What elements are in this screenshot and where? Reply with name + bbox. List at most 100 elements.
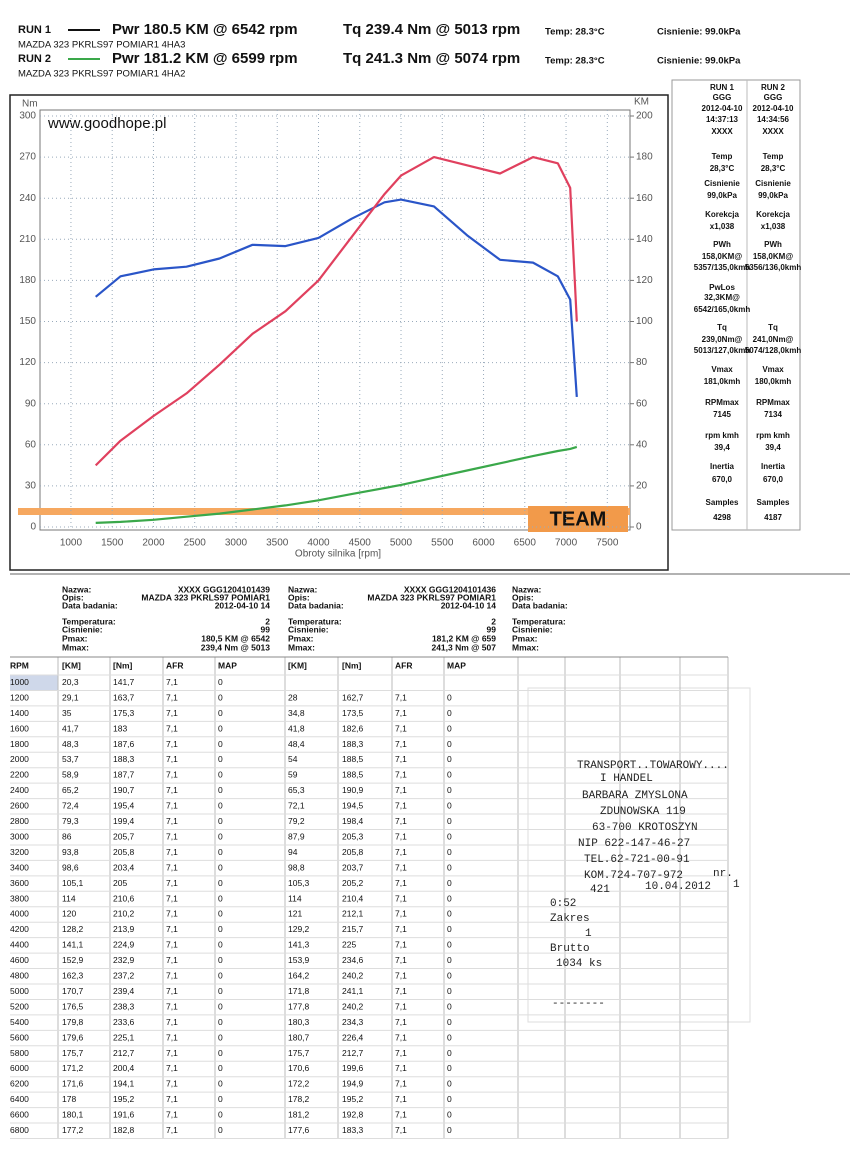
info-label: Nazwa: — [62, 584, 91, 594]
receipt-line: 10.04.2012 — [645, 881, 711, 893]
side-panel-value: 239,0Nm@ — [702, 335, 743, 344]
table-cell: 121 — [288, 909, 302, 919]
table-cell: 0 — [447, 862, 452, 872]
table-cell: 180,1 — [62, 1110, 84, 1120]
table-cell: 0 — [447, 1094, 452, 1104]
info-value: 180,5 KM @ 6542 — [201, 633, 270, 643]
table-cell: 4200 — [10, 924, 29, 934]
table-cell: 0 — [218, 816, 223, 826]
run-torque: Tq 239.4 Nm @ 5013 rpm — [343, 21, 520, 38]
y2-tick-label: 60 — [636, 398, 648, 409]
side-panel-value: Cisnienie — [755, 179, 791, 188]
side-panel-value: 670,0 — [763, 475, 784, 484]
table-cell: 0 — [218, 986, 223, 996]
table-cell: 234,6 — [342, 955, 364, 965]
table-cell: 0 — [218, 831, 223, 841]
info-label: Cisnienie: — [288, 624, 329, 634]
side-panel-value: 99,0kPa — [707, 191, 737, 200]
side-panel-value: 5013/127,0kmh — [694, 346, 751, 355]
y-tick-label: 270 — [19, 152, 36, 163]
receipt-line: TEL.62-721-00-91 — [584, 854, 690, 866]
table-cell: 48,3 — [62, 739, 79, 749]
side-panel-value: 2012-04-10 — [753, 104, 794, 113]
table-cell: 7,1 — [395, 955, 407, 965]
receipt-line: NIP 622-147-46-27 — [578, 838, 690, 850]
info-value: MAZDA 323 PKRLS97 POMIAR1 — [367, 592, 496, 602]
info-label: Pmax: — [62, 633, 88, 643]
table-first-cell — [10, 675, 58, 691]
table-cell: 79,2 — [288, 816, 305, 826]
x-tick-label: 2500 — [184, 538, 207, 549]
receipt-line: 1 — [733, 879, 740, 891]
table-cell: 1600 — [10, 723, 29, 733]
table-cell: 0 — [447, 1110, 452, 1120]
table-cell: 191,6 — [113, 1110, 135, 1120]
table-cell: 171,6 — [62, 1079, 84, 1089]
info-value: XXXX GGG1204101436 — [404, 584, 496, 594]
table-cell: 0 — [218, 1110, 223, 1120]
table-cell: 5000 — [10, 986, 29, 996]
table-cell: 0 — [447, 940, 452, 950]
table-cell: 7,1 — [166, 986, 178, 996]
side-panel-value: Samples — [757, 498, 790, 507]
table-cell: 179,6 — [62, 1032, 84, 1042]
info-label: Mmax: — [62, 642, 89, 652]
table-cell: 241,1 — [342, 986, 364, 996]
table-cell: 173,5 — [342, 708, 364, 718]
table-cell: 7,1 — [166, 909, 178, 919]
table-cell: 203,4 — [113, 862, 135, 872]
x-tick-label: 4500 — [349, 538, 372, 549]
table-cell: 34,8 — [288, 708, 305, 718]
table-cell: 7,1 — [166, 1110, 178, 1120]
table-cell: 181,2 — [288, 1110, 310, 1120]
receipt-line: I HANDEL — [600, 773, 653, 785]
table-cell: 0 — [218, 971, 223, 981]
table-cell: 0 — [447, 723, 452, 733]
table-cell: 0 — [218, 862, 223, 872]
side-panel-value: RUN 2 — [761, 83, 786, 92]
receipt-line: TRANSPORT..TOWAROWY.... — [577, 760, 729, 772]
table-cell: 180,3 — [288, 1017, 310, 1027]
info-value: 181,2 KM @ 659 — [432, 633, 496, 643]
info-label: Pmax: — [288, 633, 314, 643]
table-header: [KM] — [288, 660, 307, 670]
table-cell: 152,9 — [62, 955, 84, 965]
table-cell: 188,3 — [342, 739, 364, 749]
series-line — [94, 156, 578, 467]
table-cell: 172,2 — [288, 1079, 310, 1089]
x-tick-label: 3500 — [266, 538, 289, 549]
table-cell: 177,8 — [288, 1001, 310, 1011]
table-cell: 7,1 — [166, 955, 178, 965]
table-cell: 183 — [113, 723, 127, 733]
table-cell: 0 — [218, 1125, 223, 1135]
table-cell: 6200 — [10, 1079, 29, 1089]
table-cell: 58,9 — [62, 770, 79, 780]
table-cell: 7,1 — [166, 831, 178, 841]
side-panel-value: Vmax — [762, 365, 784, 374]
side-panel-value: GGG — [764, 93, 783, 102]
table-cell: 5800 — [10, 1048, 29, 1058]
side-panel-value: Korekcja — [756, 210, 790, 219]
table-cell: 162,3 — [62, 971, 84, 981]
table-cell: 72,4 — [62, 801, 79, 811]
side-panel-value: Temp — [763, 152, 784, 161]
y2-tick-label: 120 — [636, 275, 653, 286]
table-cell: 1800 — [10, 739, 29, 749]
table-cell: 212,7 — [113, 1048, 135, 1058]
table-cell: 6600 — [10, 1110, 29, 1120]
table-cell: 177,6 — [288, 1125, 310, 1135]
table-cell: 128,2 — [62, 924, 84, 934]
table-cell: 194,5 — [342, 801, 364, 811]
table-cell: 170,7 — [62, 986, 84, 996]
table-cell: 105,1 — [62, 878, 84, 888]
table-cell: 215,7 — [342, 924, 364, 934]
run-power: Pwr 181.2 KM @ 6599 rpm — [112, 50, 298, 67]
table-cell: 3400 — [10, 862, 29, 872]
y2-tick-label: 160 — [636, 193, 653, 204]
side-panel-value: 28,3°C — [761, 164, 786, 173]
y-tick-label: 90 — [25, 398, 37, 409]
run-model: MAZDA 323 PKRLS97 POMIAR1 4HA3 — [18, 40, 185, 51]
table-cell: 7,1 — [166, 1017, 178, 1027]
table-cell: 141,7 — [113, 677, 135, 687]
table-cell: 195,2 — [113, 1094, 135, 1104]
